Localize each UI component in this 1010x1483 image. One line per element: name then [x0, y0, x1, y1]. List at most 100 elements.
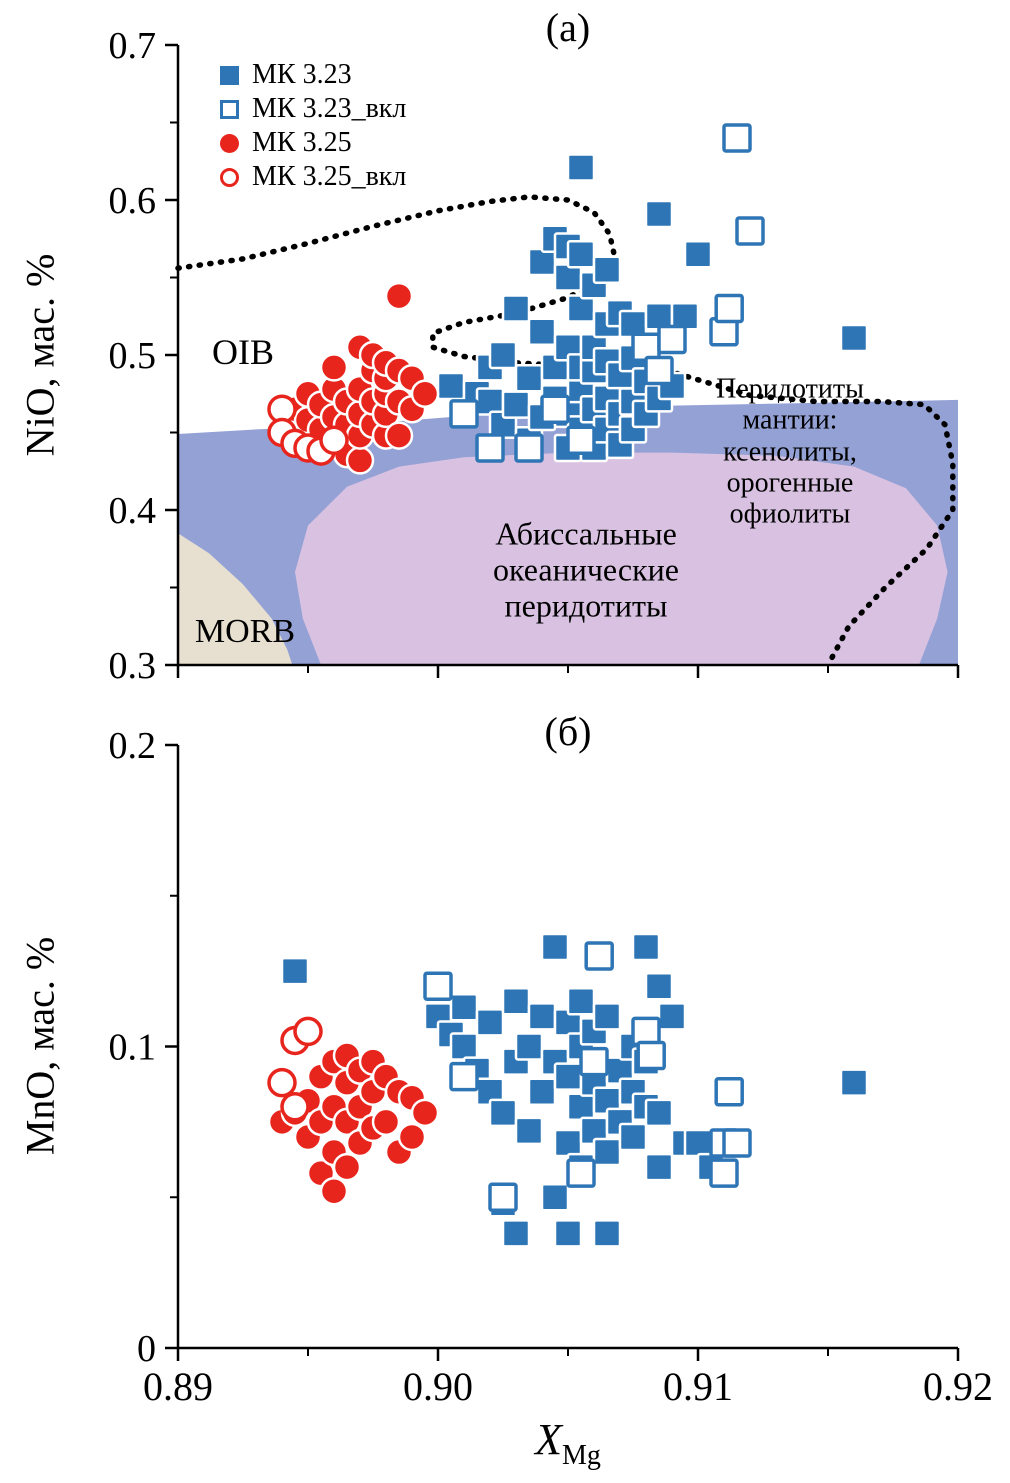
- data-point-mk-3-23-vkl: [475, 433, 505, 463]
- data-point-mk-3-23: [592, 255, 622, 284]
- y-tick-label: 0.3: [109, 645, 157, 687]
- data-point-mk-3-23: [644, 971, 674, 1001]
- data-point-mk-3-23: [553, 1219, 583, 1248]
- data-point-mk-3-23-vkl: [636, 1040, 666, 1071]
- filled-square-marker-icon: [220, 65, 239, 85]
- data-point-mk-3-23-vkl: [584, 941, 614, 971]
- data-point-mk-3-23: [475, 1008, 505, 1037]
- data-point-mk-3-23: [514, 1032, 544, 1061]
- morb-field: [178, 533, 293, 665]
- data-point-mk-3-23-vkl: [449, 1061, 479, 1092]
- data-point-mk-3-25-vkl: [267, 1067, 297, 1098]
- data-point-mk-3-25: [384, 421, 414, 450]
- data-point-mk-3-23-vkl: [423, 971, 453, 1001]
- data-point-mk-3-25: [384, 281, 414, 311]
- data-point-mk-3-23: [280, 956, 310, 986]
- legend-label: МК 3.23_вкл: [252, 93, 407, 124]
- data-point-mk-3-23: [644, 199, 674, 229]
- data-point-mk-3-23-vkl: [709, 1158, 739, 1188]
- data-point-mk-3-25-vkl: [319, 425, 349, 455]
- y-tick-label: 0.4: [109, 490, 157, 532]
- data-point-mk-3-23: [618, 1122, 648, 1152]
- y-tick-label: 0.2: [109, 725, 157, 767]
- legend-label: МК 3.25: [252, 127, 352, 158]
- data-point-mk-3-23-vkl: [579, 1046, 609, 1077]
- x-tick-label: 0.90: [403, 1364, 473, 1409]
- mantle-peridotites-field-label: Перидотиты мантии: ксенолиты, орогенные …: [716, 373, 864, 531]
- data-point-mk-3-25: [345, 446, 375, 475]
- data-point-mk-3-23: [449, 993, 479, 1022]
- data-point-mk-3-23: [553, 1128, 583, 1158]
- data-point-mk-3-25-vkl: [293, 1016, 323, 1047]
- data-point-mk-3-23: [488, 1098, 518, 1128]
- x-tick-label: 0.91: [663, 1364, 733, 1409]
- open-circle-marker-icon: [220, 167, 239, 187]
- data-point-mk-3-23: [501, 1219, 531, 1248]
- data-point-mk-3-25: [397, 1122, 427, 1152]
- data-point-mk-3-23: [501, 390, 531, 419]
- data-point-mk-3-23: [839, 323, 869, 353]
- panel-b-title: (б): [544, 709, 592, 754]
- y-tick-label: 0.5: [109, 335, 157, 377]
- panel-b-y-axis-label: MnO, мас. %: [17, 936, 63, 1156]
- data-point-mk-3-23: [514, 364, 544, 393]
- panel-a-title: (а): [545, 5, 591, 50]
- data-point-mk-3-23: [631, 932, 661, 962]
- data-point-mk-3-23: [436, 371, 466, 401]
- y-tick-label: 0.6: [109, 180, 157, 222]
- oib-outline: [175, 194, 956, 668]
- data-point-mk-3-23: [683, 1128, 713, 1158]
- legend: МК 3.23 МК 3.23_вкл МК 3.25 МК 3.25_вкл: [220, 58, 406, 194]
- legend-label: МК 3.25_вкл: [252, 161, 407, 192]
- x-axis-label-symbol: X: [535, 1415, 562, 1464]
- legend-item-mk-3-25: МК 3.25: [220, 126, 406, 160]
- x-axis-label-subscript: Mg: [561, 1439, 601, 1471]
- data-point-mk-3-23: [566, 1092, 596, 1122]
- filled-circle-marker-icon: [220, 133, 239, 153]
- x-tick-label: 0.92: [923, 1364, 993, 1409]
- data-point-mk-3-23: [657, 1002, 687, 1031]
- legend-label: МК 3.23: [252, 59, 352, 90]
- data-point-mk-3-23: [540, 1183, 570, 1212]
- abyssal-peridotites-field-label: Абиссальные океанические перидотиты: [493, 515, 679, 623]
- data-point-mk-3-23: [501, 294, 531, 323]
- data-point-mk-3-23: [566, 987, 596, 1016]
- data-point-mk-3-23: [592, 1219, 622, 1248]
- data-point-mk-3-23: [566, 153, 596, 182]
- data-point-mk-3-23: [592, 1002, 622, 1031]
- data-point-mk-3-23-vkl: [540, 394, 570, 424]
- abyssal-peridotites-field: [295, 452, 948, 665]
- data-point-mk-3-23-vkl: [714, 1076, 744, 1107]
- data-point-mk-3-23: [501, 987, 531, 1016]
- panel-a-y-axis-label: NiO, мас. %: [17, 253, 63, 457]
- data-point-mk-3-23: [644, 1152, 674, 1182]
- data-point-mk-3-23-vkl: [644, 355, 674, 386]
- data-point-mk-3-23-vkl: [514, 433, 544, 463]
- data-point-mk-3-23: [514, 1116, 544, 1146]
- data-point-mk-3-25: [371, 1107, 401, 1137]
- data-point-mk-3-23: [553, 1062, 583, 1091]
- y-tick-label: 0.1: [109, 1027, 157, 1069]
- data-point-mk-3-23-vkl: [566, 1158, 596, 1188]
- legend-item-mk-3-25-vkl: МК 3.25_вкл: [220, 160, 406, 194]
- data-point-mk-3-23: [449, 1032, 479, 1061]
- data-point-mk-3-23-vkl: [735, 216, 765, 246]
- data-point-mk-3-23: [527, 317, 557, 346]
- data-point-mk-3-23: [527, 1002, 557, 1031]
- data-point-mk-3-25: [319, 353, 349, 382]
- data-point-mk-3-23: [527, 1077, 557, 1106]
- data-point-mk-3-23-vkl: [449, 399, 479, 429]
- legend-item-mk-3-23: МК 3.23: [220, 58, 406, 92]
- data-point-mk-3-23: [839, 1068, 869, 1097]
- legend-item-mk-3-23-vkl: МК 3.23_вкл: [220, 92, 406, 126]
- y-tick-label: 0: [137, 1328, 156, 1370]
- data-point-mk-3-25: [410, 379, 440, 408]
- data-point-mk-3-23-vkl: [488, 1182, 518, 1212]
- data-point-mk-3-23-vkl: [566, 425, 596, 455]
- data-point-mk-3-23: [540, 932, 570, 962]
- data-point-mk-3-23: [488, 340, 518, 370]
- data-point-mk-3-23-vkl: [631, 1016, 661, 1047]
- data-point-mk-3-25-vkl: [280, 1092, 310, 1122]
